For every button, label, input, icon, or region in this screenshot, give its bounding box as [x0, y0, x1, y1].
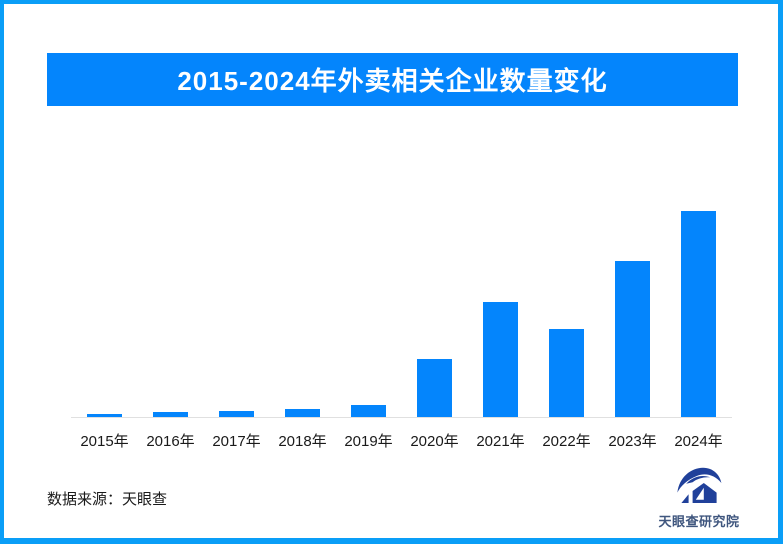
- brand-logo: 天眼查研究院: [656, 466, 742, 530]
- bar-2018年: [285, 409, 320, 417]
- x-tick-label-2023年: 2023年: [608, 433, 657, 450]
- bar-2021年: [483, 302, 518, 417]
- bar-2015年: [87, 414, 122, 417]
- bar-2024年: [681, 211, 716, 417]
- x-tick-label-2015年: 2015年: [80, 433, 129, 450]
- bar-2022年: [549, 329, 584, 417]
- brand-logo-text: 天眼查研究院: [658, 514, 740, 529]
- bar-2017年: [219, 411, 254, 417]
- x-tick-label-2017年: 2017年: [212, 433, 261, 450]
- x-tick-label-2022年: 2022年: [542, 433, 591, 450]
- data-source-label: 数据来源：天眼查: [47, 491, 168, 508]
- tianyancha-logo-icon: [677, 467, 722, 503]
- bar-2020年: [417, 359, 452, 417]
- bar-chart: 2015年 2016年 2017年 2018年 2019年 2020年 2021年 2022年…: [4, 4, 778, 538]
- x-tick-label-2016年: 2016年: [146, 433, 195, 450]
- x-tick-label-2018年: 2018年: [278, 433, 327, 450]
- x-tick-label-2024年: 2024年: [674, 433, 723, 450]
- bar-2019年: [351, 405, 386, 417]
- chart-title-banner: 2015-2024年外卖相关企业数量变化: [47, 53, 738, 106]
- x-tick-label-2019年: 2019年: [344, 433, 393, 450]
- x-tick-label-2020年: 2020年: [410, 433, 459, 450]
- x-axis-line: [71, 417, 732, 418]
- chart-title: 2015-2024年外卖相关企业数量变化: [177, 66, 608, 96]
- bar-2016年: [153, 412, 188, 417]
- x-tick-label-2021年: 2021年: [476, 433, 525, 450]
- bar-2023年: [615, 261, 650, 417]
